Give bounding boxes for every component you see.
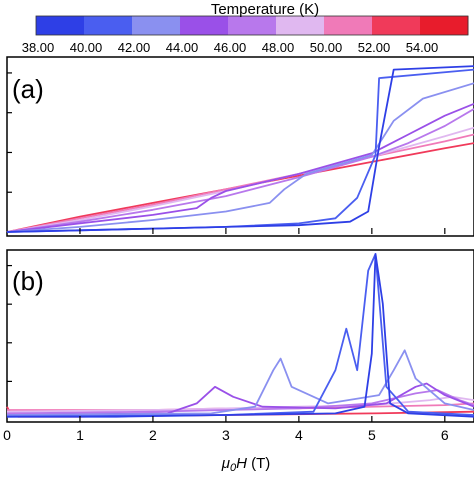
colorbar-segment [372,16,421,35]
series-line [6,82,474,233]
colorbar-segment [420,16,469,35]
panel-a-frame [6,56,474,237]
x-tick-label: 4 [295,427,303,443]
panel-a-series [6,65,474,233]
panel-b-ticks [7,264,446,422]
panel-b-xtick-labels: 0 1 2 3 4 5 6 [3,427,449,443]
series-line [6,349,474,416]
x-tick-label: 3 [222,427,230,443]
x-axis-label: μ0H (T) [221,455,271,474]
colorbar-label: 44.00 [166,40,199,55]
series-line [6,382,474,416]
colorbar-label: 48.00 [262,40,295,55]
colorbar-label: 40.00 [70,40,103,55]
colorbar-segment [36,16,85,35]
colorbar-segment [180,16,229,35]
series-line [6,389,474,415]
x-tick-label: 0 [3,427,11,443]
series-line [6,253,474,418]
colorbar-segment [324,16,373,35]
x-tick-label: 6 [441,427,449,443]
panel-b-frame [6,249,474,423]
x-tick-label: 2 [149,427,157,443]
colorbar-segment [132,16,181,35]
panel-a-label: (a) [12,74,44,104]
panel-b: (b) 0 1 2 3 4 5 6 [3,249,474,443]
temperature-colorbar: 38.00 40.00 42.00 44.00 46.00 48.00 50.00 52.00… [22,15,469,55]
colorbar-label: 38.00 [22,40,55,55]
panel-a-yticks [7,72,446,234]
series-line [6,65,474,233]
colorbar-outline [35,15,469,36]
panel-a: (a) [6,56,474,237]
colorbar-segment [84,16,133,35]
colorbar-label: 46.00 [214,40,247,55]
panel-b-label: (b) [12,266,44,296]
colorbar-label: 50.00 [310,40,343,55]
colorbar-label: 42.00 [118,40,151,55]
colorbar-label: 54.00 [406,40,439,55]
colorbar-segment [228,16,277,35]
x-tick-label: 5 [368,427,376,443]
series-line [6,108,474,233]
series-line [7,253,474,418]
panel-b-series [6,253,474,418]
series-line [6,102,474,233]
colorbar-label: 52.00 [358,40,391,55]
colorbar-title: Temperature (K) [211,1,319,18]
colorbar-segment [276,16,325,35]
x-tick-label: 1 [76,427,84,443]
